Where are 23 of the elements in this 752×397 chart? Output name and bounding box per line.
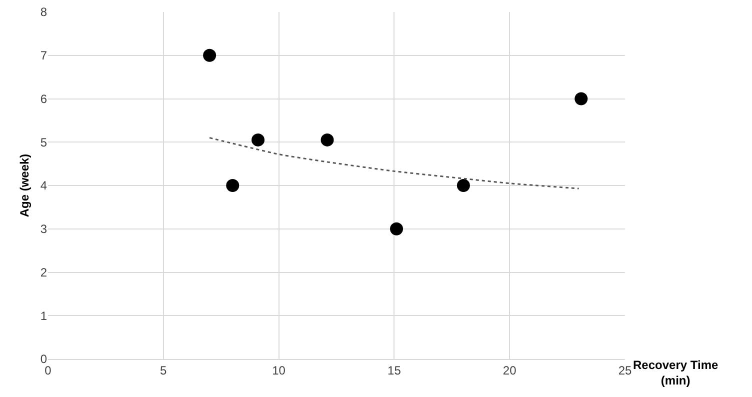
x-tick-label: 20 xyxy=(502,363,517,378)
y-tick-label: 2 xyxy=(40,265,48,280)
point xyxy=(252,133,265,146)
point xyxy=(203,48,216,62)
x-tick-label: 15 xyxy=(388,363,402,378)
point xyxy=(320,133,334,146)
point xyxy=(390,222,404,236)
point xyxy=(226,179,240,192)
x-tick-label: 25 xyxy=(618,363,632,378)
point xyxy=(574,92,588,106)
point xyxy=(456,179,470,192)
y-tick-label: 8 xyxy=(40,5,48,20)
y-tick-label: 4 xyxy=(40,178,48,193)
y-tick-label: 3 xyxy=(40,222,48,236)
y-tick-label: 7 xyxy=(40,48,48,63)
y-tick-label: 5 xyxy=(40,135,48,150)
x-tick-label: 10 xyxy=(272,363,286,378)
y-tick-label: 1 xyxy=(40,308,48,323)
x-tick-label: 5 xyxy=(160,363,168,378)
y-axis-title: Age (week) xyxy=(18,154,32,218)
y-tick-label: 6 xyxy=(40,92,48,106)
x-axis-title: Recovery Time (min) xyxy=(633,358,718,388)
y-tick-label: 0 xyxy=(40,352,48,366)
